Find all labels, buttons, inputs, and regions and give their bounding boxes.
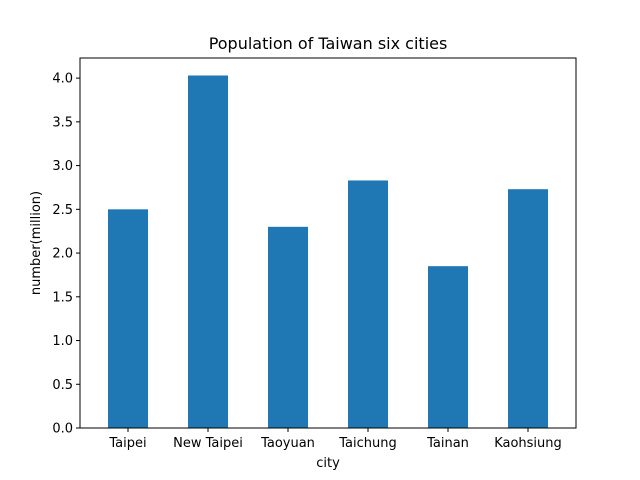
x-axis-label: city: [316, 456, 340, 471]
bar-taoyuan: [268, 226, 308, 428]
y-tick-label: 2.0: [52, 247, 73, 262]
y-tick-label: 3.5: [52, 115, 73, 130]
x-tick-label: Taipei: [108, 436, 146, 451]
y-tick-label: 3.0: [52, 159, 73, 174]
bar-new-taipei: [188, 75, 228, 429]
y-tick-label: 4.0: [52, 72, 73, 87]
plot-frame: [79, 57, 577, 429]
x-tick-label: Tainan: [426, 436, 469, 451]
x-axis: Taipei New Taipei Taoyuan Taichung Tainan Kao…: [108, 428, 562, 451]
y-axis: 0.0 0.5 1.0 1.5 2.0 2.5 3.0 3.5 4.0: [52, 72, 80, 437]
x-tick-label: Taichung: [338, 436, 396, 451]
bar-taichung: [348, 180, 388, 428]
x-tick-label: Taoyuan: [260, 436, 315, 451]
y-axis-label: number(million): [29, 191, 44, 295]
x-tick-label: Kaohsiung: [494, 436, 562, 451]
chart-title: Population of Taiwan six cities: [209, 34, 448, 53]
y-tick-label: 0.5: [52, 378, 73, 393]
bar-tainan: [428, 266, 468, 428]
y-tick-label: 2.5: [52, 203, 73, 218]
y-tick-label: 0.0: [52, 422, 73, 437]
bar-taipei: [108, 209, 148, 428]
bar-kaohsiung: [508, 189, 548, 428]
bar-series: [108, 75, 548, 429]
y-tick-label: 1.0: [52, 334, 73, 349]
x-tick-label: New Taipei: [173, 436, 243, 451]
y-tick-label: 1.5: [52, 290, 73, 305]
